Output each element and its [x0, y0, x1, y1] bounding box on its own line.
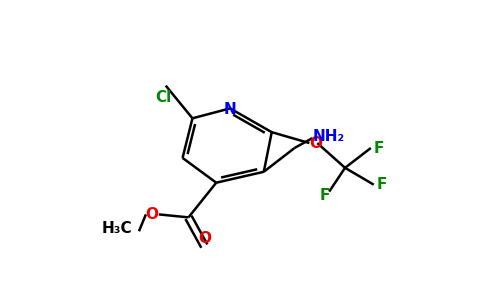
Text: Cl: Cl: [156, 90, 172, 105]
Text: O: O: [198, 231, 211, 246]
Text: NH₂: NH₂: [312, 129, 344, 144]
Text: H₃C: H₃C: [102, 221, 133, 236]
Text: O: O: [145, 207, 158, 222]
Text: O: O: [309, 136, 322, 151]
Text: N: N: [224, 102, 237, 117]
Text: F: F: [320, 188, 331, 203]
Text: F: F: [374, 140, 384, 155]
Text: F: F: [377, 177, 387, 192]
